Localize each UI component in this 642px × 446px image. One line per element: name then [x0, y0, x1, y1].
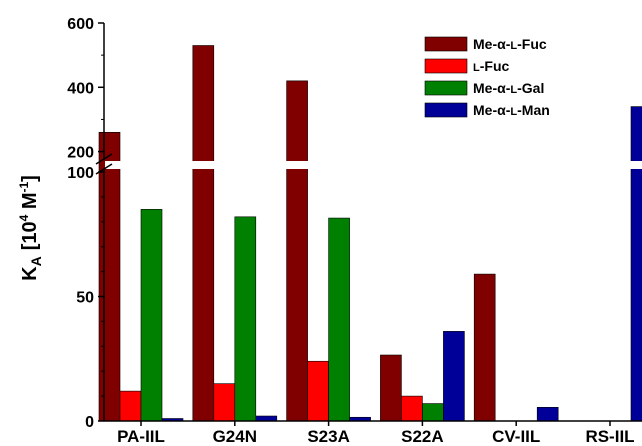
bar-cv-iil-series-1	[473, 273, 496, 422]
legend-label: Me-α-L-Gal	[473, 80, 544, 96]
bar-cv-iil-series-4	[536, 407, 559, 422]
bar-g24n-series-1	[192, 45, 215, 422]
y-tick-label: 100	[67, 165, 94, 182]
y-axis-title-exp2: -1	[17, 181, 31, 192]
y-tick-label: 50	[76, 290, 94, 307]
y-axis-title-main: K	[19, 266, 41, 281]
legend-label: L-Fuc	[473, 58, 510, 74]
bar-g24n-series-3	[234, 216, 257, 422]
legend-label: Me-α-L-Fuc	[473, 36, 547, 52]
legend-swatch	[424, 58, 468, 74]
legend-swatch	[424, 102, 468, 118]
y-axis-title-unit-prefix: [10	[19, 221, 41, 250]
bar-g24n-series-2	[213, 383, 236, 422]
bar-pa-iil-series-1	[98, 131, 121, 422]
legend-swatch	[424, 36, 468, 52]
y-axis-title-unit-mid: M	[19, 192, 41, 214]
legend-swatch	[424, 80, 468, 96]
bar-pa-iil-series-2	[119, 390, 142, 422]
bar-s23a-series-2	[307, 360, 329, 422]
legend: Me-α-L-Fuc L-Fuc Me-α-L-Gal Me-α-L-Man	[424, 36, 550, 118]
bar-s22a-series-3	[422, 403, 444, 422]
bar-s22a-series-2	[401, 395, 423, 422]
axis-break-gap	[105, 161, 642, 169]
y-axis-title-exp1: 4	[17, 214, 31, 221]
x-tick-label: RS-IIL	[585, 427, 634, 446]
bar-rs-iil-series-4	[630, 106, 642, 422]
bar-s23a-series-1	[286, 80, 308, 422]
x-tick-label: S23A	[307, 427, 350, 446]
y-tick-label: 200	[67, 145, 94, 162]
y-axis-title: KA [104 M-1]	[17, 175, 44, 281]
bar-s22a-series-4	[443, 331, 465, 422]
x-tick-label: PA-IIL	[117, 427, 165, 446]
x-tick-label: S22A	[401, 427, 444, 446]
y-axis-title-sub: A	[28, 256, 44, 266]
x-tick-label: CV-IIL	[492, 427, 540, 446]
bars	[98, 45, 642, 422]
y-tick-label: 600	[67, 16, 94, 33]
x-tick-label: G24N	[213, 427, 257, 446]
legend-label: Me-α-L-Man	[473, 102, 550, 118]
y-ticks: 0 50 100 200 400 600	[67, 16, 104, 431]
axes	[95, 23, 642, 422]
y-tick-label: 0	[85, 414, 94, 431]
axis-break-mark	[95, 153, 113, 165]
y-axis-title-unit-suffix: ]	[19, 175, 41, 182]
bar-s23a-series-3	[328, 217, 350, 422]
y-tick-label: 400	[67, 80, 94, 97]
bar-pa-iil-series-3	[140, 209, 163, 422]
x-categories: PA-IIL G24N S23A S22A CV-IIL RS-IIL	[117, 421, 635, 446]
bar-s22a-series-1	[380, 354, 402, 422]
